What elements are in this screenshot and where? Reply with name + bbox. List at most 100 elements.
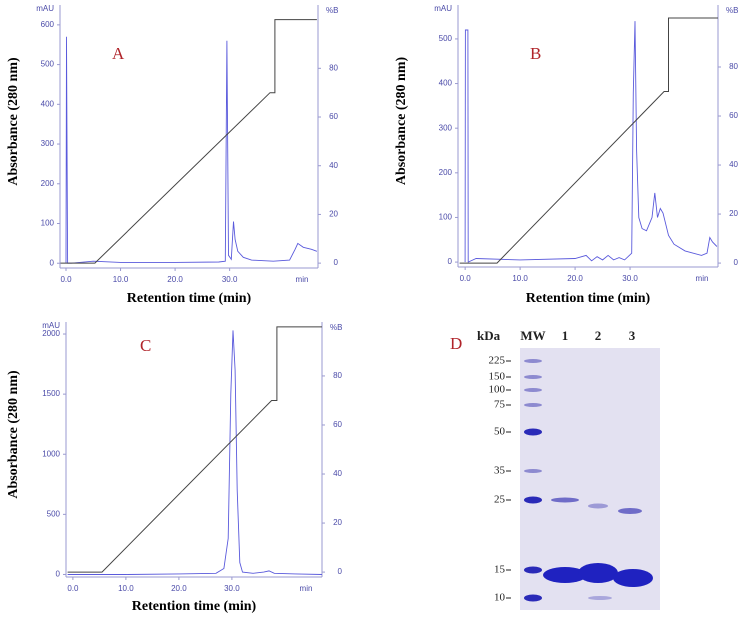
y-unit: mAU <box>434 4 452 13</box>
x-tick-label: 30.0 <box>224 584 240 593</box>
y-tick-label: 0 <box>448 257 453 266</box>
y2-tick-label: 60 <box>333 420 342 429</box>
x-tick-label: 30.0 <box>222 275 238 284</box>
gel-unit: kDa <box>477 328 501 343</box>
marker-label: 75 <box>494 399 506 411</box>
marker-label: 225 <box>489 355 506 367</box>
y2-unit: %B <box>326 6 338 15</box>
y2-tick-label: 20 <box>329 210 338 219</box>
gradient-line <box>459 17 718 264</box>
band <box>551 497 579 503</box>
panel-label: D <box>450 334 462 353</box>
marker-label: 15 <box>494 564 506 576</box>
x-unit: min <box>300 584 313 593</box>
panel-label: A <box>112 44 125 63</box>
x-tick-label: 30.0 <box>622 274 638 283</box>
y2-tick-label: 80 <box>329 63 338 72</box>
x-tick-label: 20.0 <box>567 274 583 283</box>
x-tick-label: 10.0 <box>118 584 134 593</box>
y-tick-label: 2000 <box>42 329 60 338</box>
band <box>578 563 618 583</box>
marker-label: 100 <box>489 384 506 396</box>
band <box>588 503 608 509</box>
y2-tick-label: 60 <box>329 112 338 121</box>
y2-tick-label: 0 <box>734 258 739 267</box>
band <box>524 469 542 473</box>
y2-tick-label: 80 <box>333 371 342 380</box>
gradient-line <box>60 19 317 264</box>
y2-tick-label: 40 <box>729 160 738 169</box>
y-tick-label: 0 <box>50 258 55 267</box>
x-unit: min <box>296 275 309 284</box>
y-tick-label: 200 <box>439 168 453 177</box>
y2-tick-label: 0 <box>334 258 339 267</box>
x-axis-title: Retention time (min) <box>526 291 651 306</box>
marker-label: 150 <box>489 371 506 383</box>
marker-label: 35 <box>494 465 506 477</box>
band <box>524 359 542 363</box>
x-unit: min <box>696 274 709 283</box>
y2-tick-label: 60 <box>729 111 738 120</box>
y-tick-label: 100 <box>439 213 453 222</box>
x-tick-label: 0.0 <box>460 274 472 283</box>
y-tick-label: 300 <box>41 139 55 148</box>
y-tick-label: 100 <box>41 219 55 228</box>
band <box>543 567 587 583</box>
x-axis-title: Retention time (min) <box>127 291 252 306</box>
gradient-line <box>67 326 322 573</box>
band <box>524 403 542 407</box>
panel-label: B <box>530 44 541 63</box>
y-tick-label: 200 <box>41 179 55 188</box>
absorbance-line <box>67 330 323 575</box>
band <box>524 566 542 574</box>
y-tick-label: 500 <box>41 60 55 69</box>
y-tick-label: 0 <box>56 570 61 579</box>
x-axis-title: Retention time (min) <box>132 599 257 614</box>
y-tick-label: 600 <box>41 20 55 29</box>
lane-label: 3 <box>629 328 636 343</box>
marker-label: 50 <box>494 426 506 438</box>
band <box>618 508 642 514</box>
marker-label: 10 <box>494 592 506 604</box>
absorbance-line <box>464 21 718 263</box>
marker-label: 25 <box>494 494 506 506</box>
y-axis-title: Absorbance (280 nm) <box>6 57 21 186</box>
y2-tick-label: 40 <box>329 161 338 170</box>
band <box>588 596 612 600</box>
x-tick-label: 0.0 <box>60 275 72 284</box>
x-tick-label: 0.0 <box>67 584 79 593</box>
y2-tick-label: 80 <box>729 62 738 71</box>
y-tick-label: 500 <box>47 509 61 518</box>
y-axis-title: Absorbance (280 nm) <box>394 57 409 186</box>
y2-tick-label: 0 <box>338 567 343 576</box>
y2-unit: %B <box>726 6 738 15</box>
x-tick-label: 10.0 <box>512 274 528 283</box>
band <box>613 569 653 587</box>
x-tick-label: 20.0 <box>171 584 187 593</box>
absorbance-line <box>65 36 318 264</box>
y-unit: mAU <box>36 4 54 13</box>
y2-tick-label: 20 <box>729 209 738 218</box>
y-tick-label: 400 <box>41 99 55 108</box>
y-tick-label: 300 <box>439 123 453 132</box>
y-axis-title: Absorbance (280 nm) <box>6 370 21 499</box>
band <box>524 594 542 602</box>
x-tick-label: 10.0 <box>113 275 129 284</box>
y2-tick-label: 20 <box>333 518 342 527</box>
band <box>524 375 542 379</box>
panel-label: C <box>140 336 151 355</box>
y-unit: mAU <box>42 321 60 330</box>
y2-unit: %B <box>330 323 342 332</box>
y-tick-label: 1500 <box>42 389 60 398</box>
band <box>524 428 542 436</box>
y-tick-label: 400 <box>439 79 453 88</box>
band <box>524 496 542 504</box>
x-tick-label: 20.0 <box>167 275 183 284</box>
y-tick-label: 1000 <box>42 449 60 458</box>
lane-label: 2 <box>595 328 602 343</box>
lane-label: 1 <box>562 328 569 343</box>
y2-tick-label: 40 <box>333 469 342 478</box>
y-tick-label: 500 <box>439 34 453 43</box>
band <box>524 388 542 392</box>
